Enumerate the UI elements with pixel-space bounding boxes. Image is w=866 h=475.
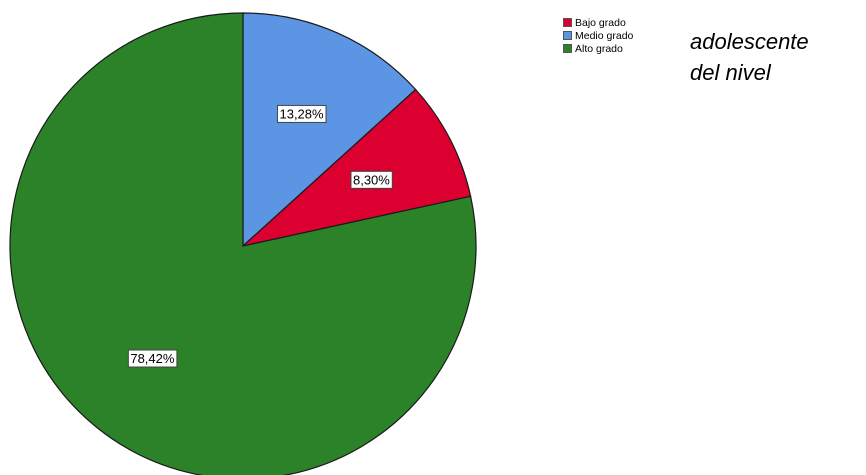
legend-item-medio-grado: Medio grado: [563, 29, 633, 42]
legend-item-alto-grado: Alto grado: [563, 42, 633, 55]
legend-item-bajo-grado: Bajo grado: [563, 16, 633, 29]
slice-label-box: [276, 104, 327, 123]
slice-value-label: 78,42%: [130, 351, 175, 366]
legend-swatch: [563, 18, 572, 27]
legend-label: Alto grado: [575, 42, 623, 55]
legend-label: Medio grado: [575, 29, 634, 42]
pie-slice-medio-grado: [242, 12, 417, 248]
slice-value-label: 8,30%: [353, 172, 390, 187]
slice-label-box: [350, 170, 393, 189]
legend-swatch: [563, 31, 572, 40]
pie-slice-alto-grado: [9, 12, 477, 475]
slice-label-bajo-grado: 8,30%: [350, 170, 393, 189]
legend: Bajo grado Medio grado Alto grado: [563, 16, 633, 55]
slice-label-box: [127, 349, 178, 368]
side-text-line-1: adolescente: [690, 29, 809, 54]
pie-slice-bajo-grado: [240, 88, 472, 248]
pie-chart: 13,28% 8,30% 78,42%: [9, 12, 477, 475]
legend-label: Bajo grado: [575, 16, 626, 29]
side-text: adolescente del nivel: [690, 26, 809, 88]
pie-labels: 13,28% 8,30% 78,42%: [127, 104, 393, 368]
pie-slices: [9, 12, 477, 475]
slice-label-alto-grado: 78,42%: [127, 349, 178, 368]
legend-swatch: [563, 44, 572, 53]
side-text-line-2: del nivel: [690, 60, 771, 85]
slice-label-medio-grado: 13,28%: [276, 104, 327, 123]
slice-value-label: 13,28%: [279, 106, 324, 121]
